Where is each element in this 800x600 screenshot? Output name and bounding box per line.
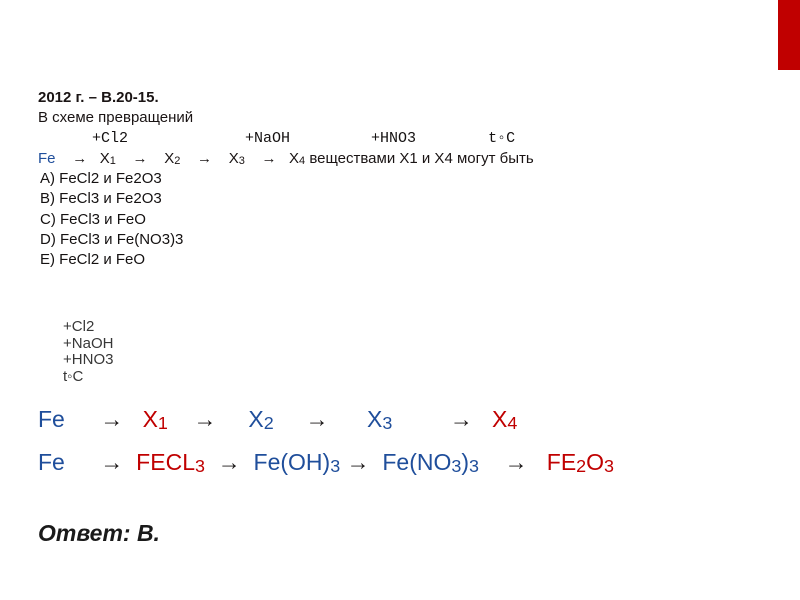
arrow-icon: → [100,402,136,437]
fe2o3: FE2O3 [547,445,614,480]
fe-label: Fe [38,150,56,167]
fecl3: FECL3 [136,445,205,480]
arrow-icon: → [60,150,96,167]
x3-small: X3 [229,150,245,167]
arrow-icon: → [280,402,361,437]
option-d: D) FeCl3 и Fe(NO3)3 [38,230,778,250]
cond-hno3: +HNO3 [63,352,199,369]
x1-big: X1 [143,402,168,437]
x3-big: X3 [367,402,392,437]
cond-naoh: +NaOH [63,336,181,353]
slide-body: 2012 г. – В.20-15. В схеме превращений +… [0,0,800,547]
x2-small: X2 [164,150,180,167]
arrow-icon: → [249,150,285,167]
arrow-icon: → [185,150,225,167]
final-answer: Ответ: B. [38,520,778,547]
answer-options: A) FeCl2 и Fe2O3 B) FeCl3 и Fe2O3 C) FeC… [38,169,778,270]
arrow-icon: → [399,402,486,437]
big-row-unknowns: Fe → X1 → X2 → X3 → X4 [38,402,778,437]
arrow-icon: → [211,445,247,480]
x4-small: X4 [289,150,305,167]
cond-tc: t◦C [63,369,143,386]
arrow-icon: → [347,445,376,480]
solution-block: +Cl2 +NaOH +HNO3 t◦C Fe → X1 → X2 → X3 →… [38,286,778,479]
arrow-icon: → [174,402,242,437]
option-e: E) FeCl2 и FeO [38,250,778,270]
arrow-icon: → [100,445,129,480]
year-line: 2012 г. – В.20-15. [38,88,778,108]
cond-cl2: +Cl2 [63,319,163,336]
x1-small: X1 [100,150,116,167]
x2-big: X2 [248,402,273,437]
option-a: A) FeCl2 и Fe2O3 [38,169,778,189]
arrow-icon: → [120,150,160,167]
feno33: Fe(NO3)3 [382,445,479,480]
x4-big: X4 [492,402,517,437]
option-b: B) FeCl3 и Fe2O3 [38,189,778,209]
fe-big2: Fe [38,445,94,480]
big-row-solution: Fe → FECL3 → Fe(OH)3 → Fe(NO3)3 → FE2O3 [38,445,778,480]
big-conditions-row: +Cl2 +NaOH +HNO3 t◦C [38,286,778,402]
arrow-icon: → [485,445,540,480]
scheme-tail: веществами Х1 и Х4 могут быть [309,150,533,167]
accent-stripe [778,0,800,70]
scheme-title: В схеме превращений [38,108,778,128]
fe-big: Fe [38,402,94,437]
feoh3: Fe(OH)3 [254,445,341,480]
small-scheme-row: Fe → X1 → X2 → X3 → X4 веществами Х1 и Х… [38,149,778,169]
option-c: C) FeCl3 и FeO [38,210,778,230]
small-scheme-conditions: +Cl2 +NaOH +HNO3 t◦C [38,129,778,149]
